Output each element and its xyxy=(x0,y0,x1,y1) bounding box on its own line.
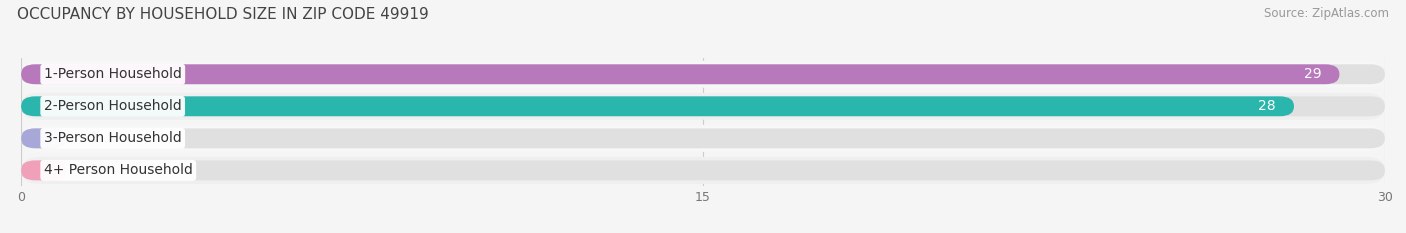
Text: 1: 1 xyxy=(90,131,98,145)
FancyBboxPatch shape xyxy=(21,64,1340,84)
Text: 3-Person Household: 3-Person Household xyxy=(44,131,181,145)
FancyBboxPatch shape xyxy=(21,161,66,180)
FancyBboxPatch shape xyxy=(21,96,1294,116)
FancyBboxPatch shape xyxy=(21,128,66,148)
Text: OCCUPANCY BY HOUSEHOLD SIZE IN ZIP CODE 49919: OCCUPANCY BY HOUSEHOLD SIZE IN ZIP CODE … xyxy=(17,7,429,22)
Text: 29: 29 xyxy=(1303,67,1322,81)
FancyBboxPatch shape xyxy=(21,157,1385,184)
Text: 1: 1 xyxy=(90,163,98,177)
Text: Source: ZipAtlas.com: Source: ZipAtlas.com xyxy=(1264,7,1389,20)
Text: 4+ Person Household: 4+ Person Household xyxy=(44,163,193,177)
FancyBboxPatch shape xyxy=(21,161,1385,180)
FancyBboxPatch shape xyxy=(21,93,1385,120)
FancyBboxPatch shape xyxy=(21,64,1385,84)
FancyBboxPatch shape xyxy=(21,125,1385,152)
Text: 2-Person Household: 2-Person Household xyxy=(44,99,181,113)
Text: 28: 28 xyxy=(1258,99,1275,113)
FancyBboxPatch shape xyxy=(21,96,1385,116)
Text: 1-Person Household: 1-Person Household xyxy=(44,67,181,81)
FancyBboxPatch shape xyxy=(21,128,1385,148)
FancyBboxPatch shape xyxy=(21,61,1385,88)
